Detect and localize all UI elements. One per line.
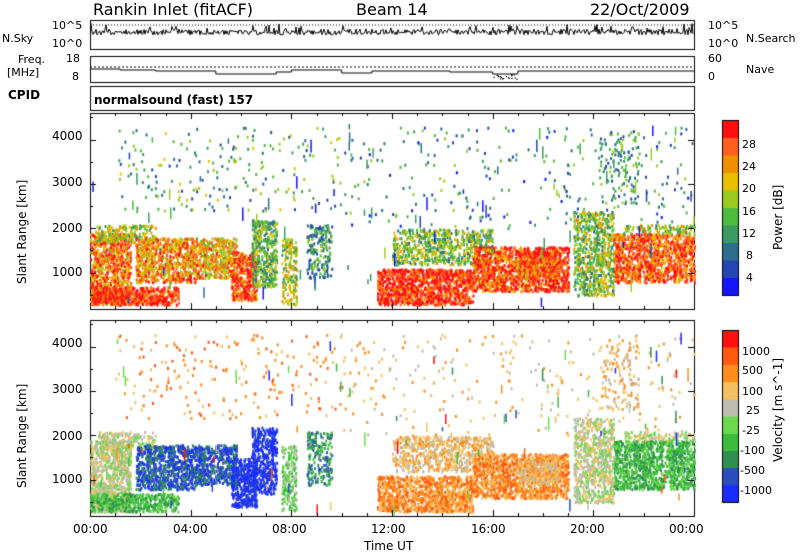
- x-tick-5: 20:00: [570, 522, 605, 536]
- x-tick-3: 12:00: [371, 522, 406, 536]
- power-y-tick-4000: 4000: [52, 129, 83, 143]
- velocity-y-tick-2000: 2000: [52, 429, 83, 443]
- date-title: 22/Oct/2009: [590, 0, 690, 19]
- velocity-y-tick-1000: 1000: [52, 472, 83, 486]
- freq-label: Freq.: [18, 53, 46, 66]
- velocity-y-tick-3000: 3000: [52, 382, 83, 396]
- x-axis-label: Time UT: [364, 539, 414, 553]
- freq-left-tick-bottom: 8: [72, 70, 79, 83]
- noise-left-tick-top: 10^5: [52, 19, 83, 32]
- station-title: Rankin Inlet (fitACF): [93, 0, 254, 19]
- beam-title: Beam 14: [356, 0, 428, 19]
- x-tick-6: 00:00: [669, 522, 704, 536]
- power-cb-tick-28: 28: [742, 138, 756, 151]
- x-tick-4: 16:00: [471, 522, 506, 536]
- velocity-cb-tick-1000: 1000: [742, 345, 770, 358]
- noise-search-label: N.Search: [746, 32, 796, 45]
- x-tick-0: 00:00: [73, 522, 108, 536]
- power-cb-tick-4: 4: [746, 271, 753, 284]
- x-tick-1: 04:00: [173, 522, 208, 536]
- freq-right-tick-top: 60: [708, 52, 722, 65]
- power-cb-tick-12: 12: [742, 227, 756, 240]
- x-tick-2: 08:00: [272, 522, 307, 536]
- velocity-cb-tick-m500: -500: [740, 464, 765, 477]
- velocity-colorbar-label: Velocity [m s^-1]: [771, 357, 785, 462]
- cpid-mode-text: normalsound (fast) 157: [94, 93, 254, 107]
- power-y-tick-2000: 2000: [52, 221, 83, 235]
- noise-right-tick-top: 10^5: [708, 19, 739, 32]
- power-y-axis-label: Slant Range [km]: [15, 179, 29, 284]
- power-cb-tick-16: 16: [742, 205, 756, 218]
- noise-sky-label: N.Sky: [2, 32, 34, 45]
- power-cb-tick-20: 20: [742, 182, 756, 195]
- power-colorbar-label: Power [dB]: [771, 184, 785, 250]
- velocity-cb-tick-500: 500: [742, 364, 763, 377]
- velocity-cb-tick-100: 100: [742, 385, 763, 398]
- power-cb-tick-24: 24: [742, 160, 756, 173]
- velocity-cb-tick-m25: -25: [742, 424, 760, 437]
- power-cb-tick-8: 8: [746, 249, 753, 262]
- cpid-label: CPID: [8, 88, 41, 102]
- velocity-cb-tick-m100: -100: [740, 444, 765, 457]
- noise-right-tick-bottom: 10^0: [708, 37, 739, 50]
- velocity-cb-tick-25: 25: [746, 404, 760, 417]
- velocity-cb-tick-m1000: -1000: [740, 484, 772, 497]
- noise-left-tick-bottom: 10^0: [52, 37, 83, 50]
- nave-label: Nave: [746, 63, 775, 76]
- velocity-y-axis-label: Slant Range [km]: [15, 383, 29, 488]
- power-y-tick-1000: 1000: [52, 265, 83, 279]
- freq-right-tick-bottom: 0: [708, 70, 715, 83]
- freq-left-tick-top: 18: [66, 52, 80, 65]
- power-y-tick-3000: 3000: [52, 175, 83, 189]
- velocity-y-tick-4000: 4000: [52, 336, 83, 350]
- freq-unit-label: [MHz]: [7, 66, 40, 79]
